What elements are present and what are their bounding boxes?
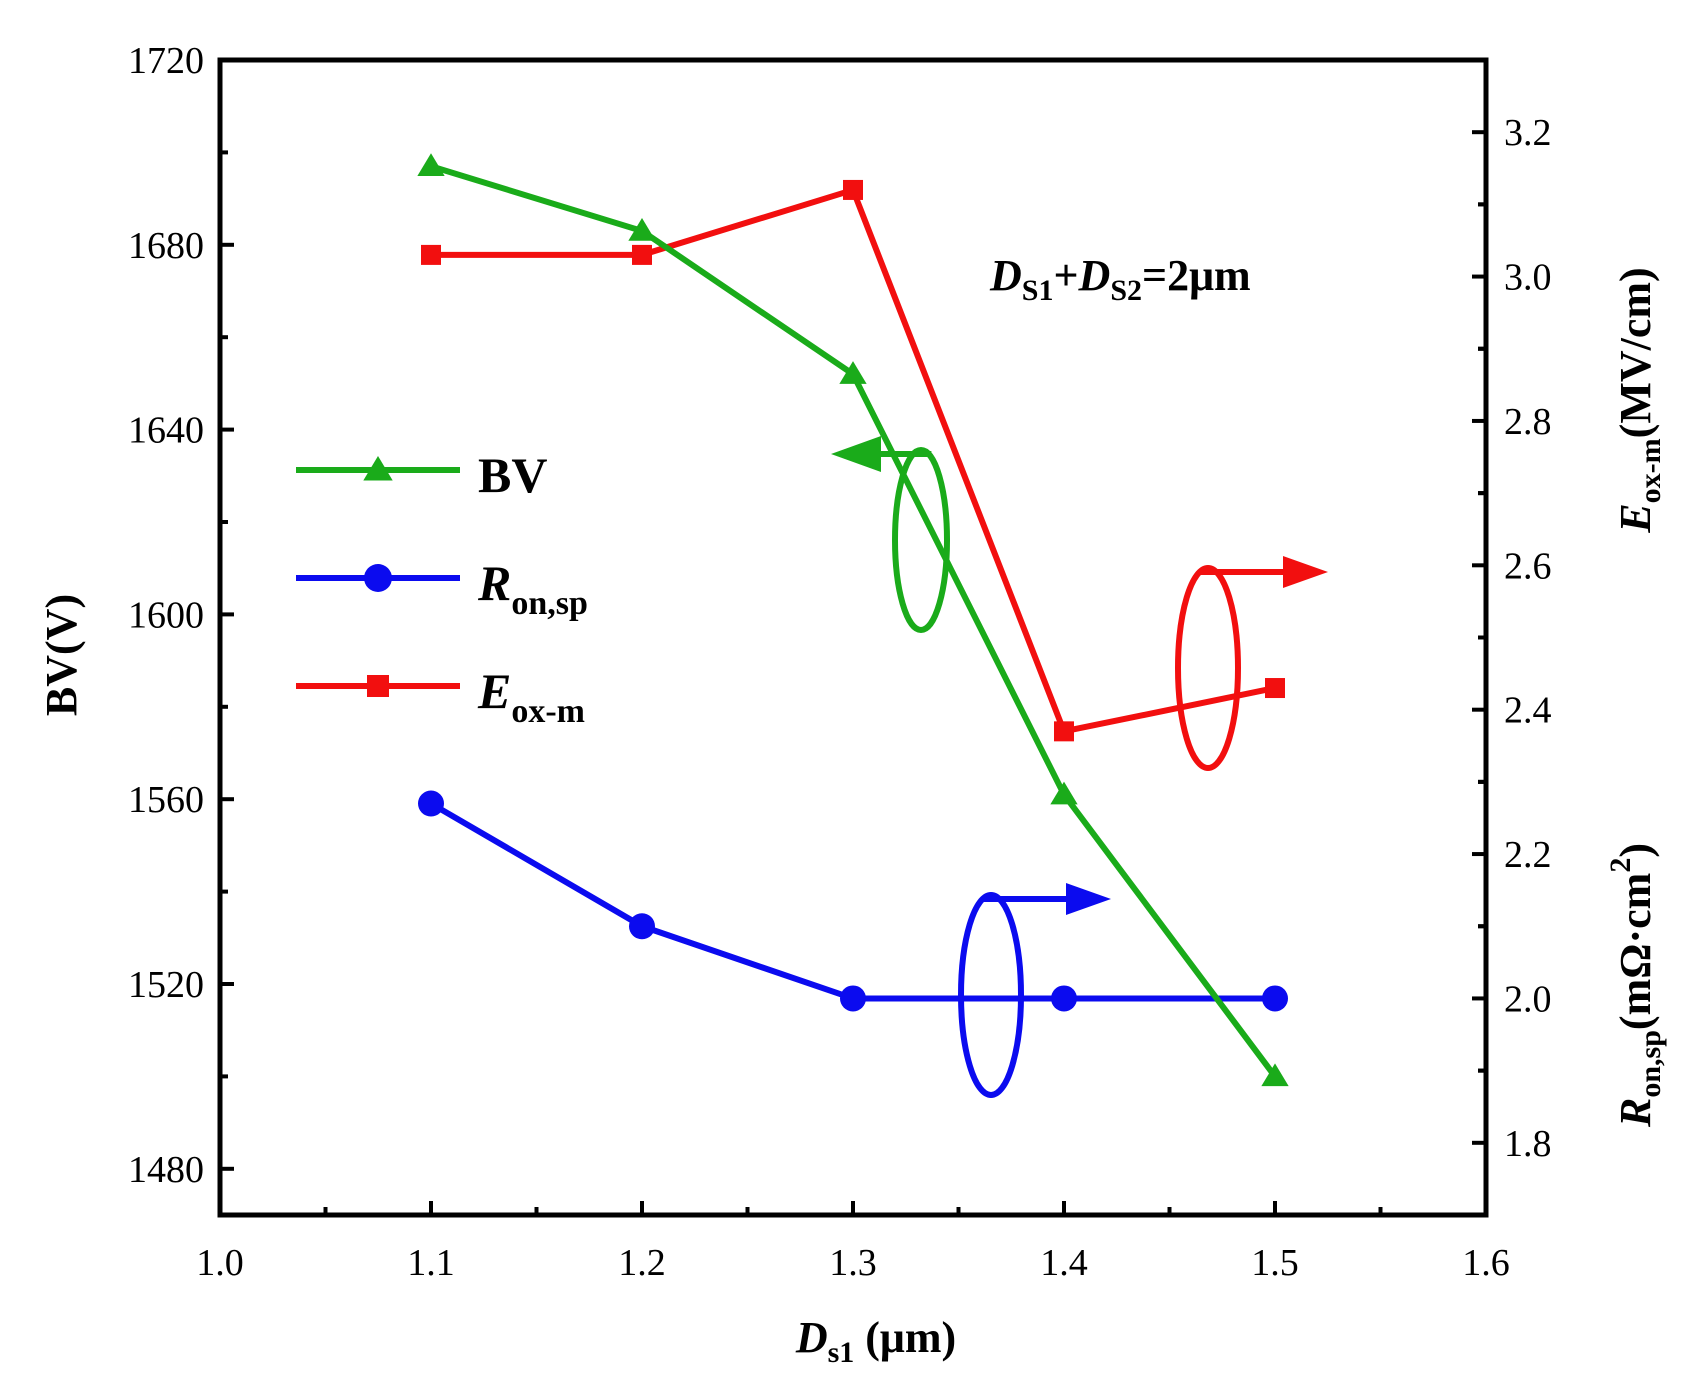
data-point-triangle (628, 217, 656, 241)
x-axis-title-unit: (μm) (854, 1313, 956, 1362)
x-axis-title-main: D (795, 1313, 828, 1362)
x-tick-label: 1.6 (1462, 1242, 1510, 1284)
data-point-triangle (839, 361, 867, 384)
data-point-triangle (1050, 781, 1078, 805)
data-point-circle (418, 790, 444, 817)
y-right-tick-label: 2.6 (1504, 545, 1552, 587)
y-left-tick-label: 1680 (128, 225, 204, 267)
y-right-top-title-sub: ox-m (1634, 438, 1667, 503)
data-point-circle (1262, 985, 1288, 1012)
y-right-tick-label: 1.8 (1504, 1123, 1552, 1165)
legend-marker-triangle (363, 456, 393, 481)
data-point-triangle (417, 153, 445, 177)
x-axis-title-sub: s1 (828, 1336, 855, 1369)
plot-frame (217, 57, 1489, 1218)
y-left-tick-label: 1480 (128, 1149, 204, 1191)
annot-s2: S2 (1110, 274, 1142, 307)
constraint-annotation: DS1+DS2=2μm (989, 251, 1251, 307)
eox-indicator-head (1283, 556, 1328, 588)
axis-indicator-arrows (831, 436, 1328, 1098)
x-tick-label: 1.5 (1251, 1242, 1299, 1284)
legend-label: BV (478, 447, 547, 503)
legend-label: Ron,sp (477, 555, 588, 622)
bv-indicator-ellipse (892, 447, 950, 633)
legend-label-main: R (477, 555, 511, 611)
legend-label-main: BV (478, 447, 547, 503)
bv-indicator-head (831, 436, 881, 472)
data-point-square (1054, 721, 1074, 742)
y-left-tick-label: 1560 (128, 779, 204, 821)
annot-d1: D (989, 251, 1022, 300)
y-right-tick-label: 2.8 (1504, 401, 1552, 443)
x-tick-label: 1.2 (618, 1242, 666, 1284)
y-right-tick-label: 2.0 (1504, 978, 1552, 1020)
data-point-square (1265, 678, 1285, 699)
y-right-top-title-main: E (1611, 503, 1660, 533)
eox-indicator-ellipse (1175, 565, 1241, 771)
y-right-bottom-title-main: R (1611, 1098, 1660, 1128)
ron-indicator-ellipse (958, 892, 1024, 1098)
legend: BV Ron,sp Eox-m (296, 447, 588, 730)
legend-marker-circle (364, 564, 392, 592)
y-right-bottom-title-sup: 2 (1604, 858, 1637, 873)
series-layer (417, 153, 1289, 1087)
data-point-square (843, 179, 863, 200)
annot-d2: D (1078, 251, 1111, 300)
y-left-axis-title: BV(V) (37, 594, 86, 716)
y-left-tick-label: 1600 (128, 594, 204, 636)
series-line-circle (429, 800, 1275, 1002)
y-left-tick-label: 1520 (128, 964, 204, 1006)
y-right-tick-label: 2.2 (1504, 834, 1552, 876)
y-right-bottom-title-unit: (mΩ·cm (1611, 873, 1660, 1030)
data-point-circle (629, 913, 655, 940)
data-point-circle (840, 985, 866, 1012)
data-point-square (632, 244, 652, 265)
x-tick-label: 1.4 (1040, 1242, 1088, 1284)
y-left-tick-label: 1640 (128, 410, 204, 452)
y-right-bottom-title-sub: on,sp (1634, 1030, 1667, 1098)
y-left-tick-label: 1720 (128, 40, 204, 82)
annot-s1: S1 (1022, 274, 1054, 307)
y-right-bottom-title-close: ) (1611, 843, 1660, 858)
x-axis-title: Ds1 (μm) (795, 1313, 956, 1369)
y-right-bottom-axis-title: Ron,sp(mΩ·cm2) (1604, 843, 1667, 1128)
ron-indicator-head (1066, 883, 1111, 915)
data-point-circle (1051, 985, 1077, 1012)
annot-rest: =2μm (1142, 251, 1251, 300)
y-right-top-axis-title: Eox-m(MV/cm) (1611, 267, 1667, 533)
axes-layer: 1.0 1.1 1.2 1.3 1.4 1.5 1.6 1480 1520 1560 1600 164… (128, 40, 1552, 1284)
y-right-tick-label: 3.0 (1504, 257, 1552, 299)
annot-plus: + (1053, 251, 1078, 300)
data-point-square (421, 244, 441, 265)
legend-label: Eox-m (477, 663, 585, 730)
x-tick-label: 1.3 (829, 1242, 877, 1284)
x-tick-label: 1.1 (407, 1242, 455, 1284)
y-right-top-title-unit: (MV/cm) (1611, 267, 1660, 438)
legend-label-sub: on,sp (511, 585, 588, 622)
legend-label-sub: ox-m (511, 693, 585, 730)
legend-marker-square (367, 675, 389, 697)
y-right-tick-label: 3.2 (1504, 112, 1552, 154)
y-right-tick-label: 2.4 (1504, 690, 1552, 732)
data-point-triangle (1261, 1063, 1289, 1087)
x-tick-label: 1.0 (196, 1242, 244, 1284)
legend-label-main: E (477, 663, 511, 719)
